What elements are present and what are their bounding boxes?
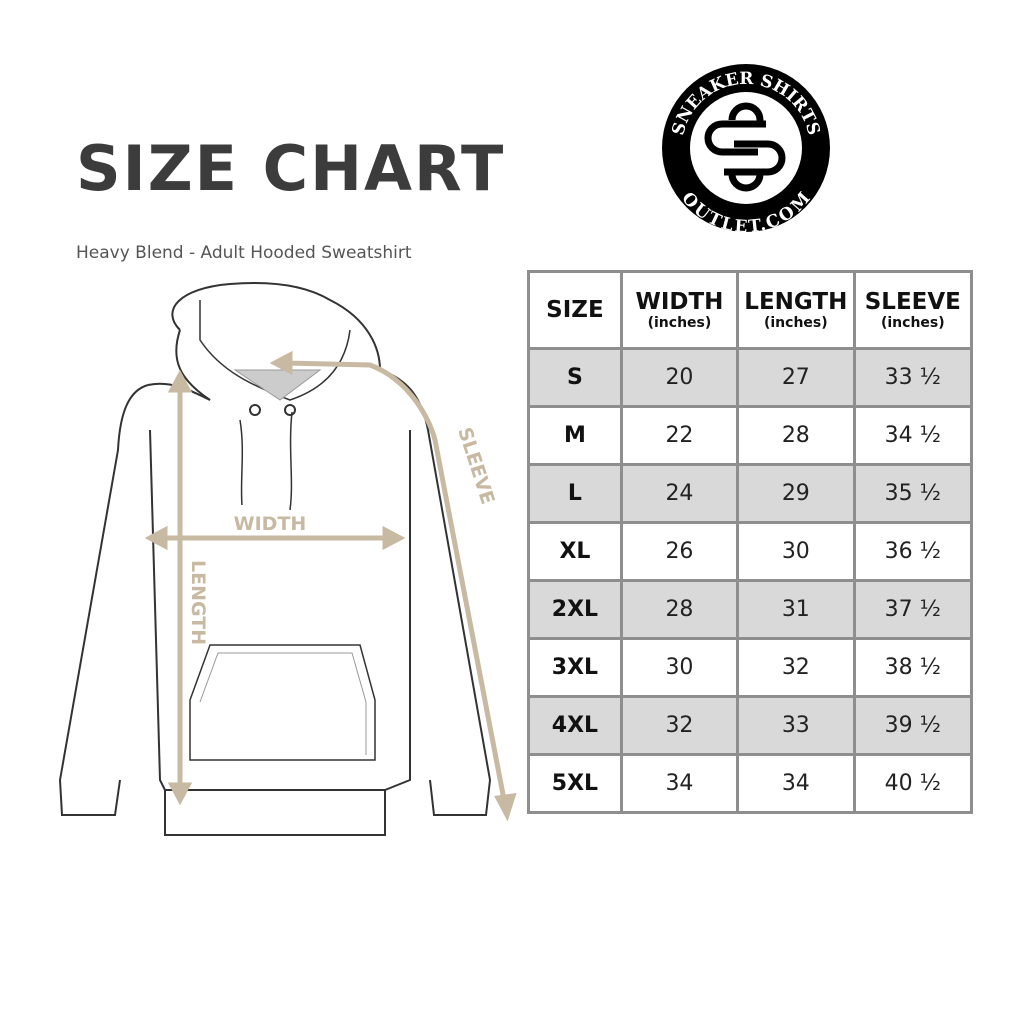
sleeve-cell: 38 ½ (852, 637, 974, 698)
size-cell: 3XL (527, 637, 623, 698)
length-label: LENGTH (187, 560, 209, 645)
size-cell: L (527, 463, 623, 524)
length-cell: 29 (736, 463, 856, 524)
sleeve-cell: 35 ½ (852, 463, 974, 524)
table-row: S 20 27 33 ½ (527, 347, 974, 408)
length-cell: 34 (736, 753, 856, 814)
product-subtitle: Heavy Blend - Adult Hooded Sweatshirt (76, 243, 412, 263)
sleeve-label: SLEEVE (453, 425, 498, 507)
length-cell: 32 (736, 637, 856, 698)
size-cell: 5XL (527, 753, 623, 814)
table-row: 4XL 32 33 39 ½ (527, 695, 974, 756)
length-cell: 33 (736, 695, 856, 756)
width-cell: 24 (619, 463, 740, 524)
table-header-row: SIZE WIDTH (inches) LENGTH (inches) SLEEVE… (527, 270, 974, 350)
hoodie-diagram: WIDTH LENGTH SLEEVE (58, 281, 517, 836)
width-cell: 22 (619, 405, 740, 466)
sleeve-cell: 33 ½ (852, 347, 974, 408)
header-sleeve: SLEEVE (inches) (852, 270, 974, 350)
header-size: SIZE (527, 270, 623, 350)
header-length: LENGTH (inches) (736, 270, 856, 350)
table-row: XL 26 30 36 ½ (527, 521, 974, 582)
width-cell: 32 (619, 695, 740, 756)
sleeve-cell: 39 ½ (852, 695, 974, 756)
width-label: WIDTH (234, 513, 307, 535)
measure-lines (144, 350, 517, 822)
size-table: SIZE WIDTH (inches) LENGTH (inches) SLEEVE… (527, 270, 974, 814)
size-cell: 4XL (527, 695, 623, 756)
size-cell: S (527, 347, 623, 408)
width-cell: 30 (619, 637, 740, 698)
brand-logo: SNEAKER SHIRTS OUTLET.COM (662, 64, 830, 234)
length-cell: 30 (736, 521, 856, 582)
width-cell: 28 (619, 579, 740, 640)
width-cell: 20 (619, 347, 740, 408)
width-cell: 34 (619, 753, 740, 814)
size-cell: XL (527, 521, 623, 582)
table-row: 3XL 30 32 38 ½ (527, 637, 974, 698)
sleeve-cell: 36 ½ (852, 521, 974, 582)
table-row: 5XL 34 34 40 ½ (527, 753, 974, 814)
table-row: 2XL 28 31 37 ½ (527, 579, 974, 640)
length-cell: 28 (736, 405, 856, 466)
table-row: M 22 28 34 ½ (527, 405, 974, 466)
width-cell: 26 (619, 521, 740, 582)
length-cell: 27 (736, 347, 856, 408)
sleeve-cell: 40 ½ (852, 753, 974, 814)
length-cell: 31 (736, 579, 856, 640)
page-title: SIZE CHART (76, 132, 506, 205)
size-cell: 2XL (527, 579, 623, 640)
sleeve-cell: 34 ½ (852, 405, 974, 466)
header-width: WIDTH (inches) (619, 270, 740, 350)
sleeve-cell: 37 ½ (852, 579, 974, 640)
table-row: L 24 29 35 ½ (527, 463, 974, 524)
size-cell: M (527, 405, 623, 466)
